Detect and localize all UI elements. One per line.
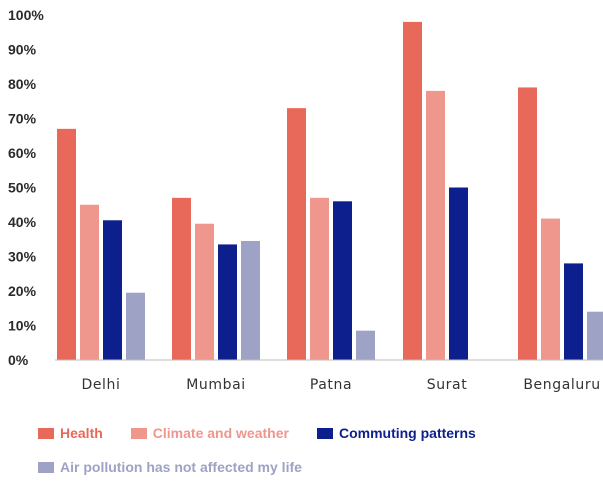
legend-swatch-commuting [316,427,333,439]
x-tick-label-surat: Surat [427,377,468,393]
bar-health-bengaluru [518,87,537,360]
legend-label-climate: Climate and weather [152,425,289,441]
bar-air-pollution-has-not-affected-my-life-delhi [126,292,145,360]
legend-swatch-not-affected [38,461,54,473]
bar-air-pollution-has-not-affected-my-life-mumbai [241,240,260,360]
x-tick-label-delhi: Delhi [81,377,120,393]
y-tick-label: 30% [8,249,37,265]
legend-swatch-health [38,427,54,439]
bar-health-delhi [57,128,76,360]
y-tick-label: 10% [8,318,37,334]
y-tick-label: 40% [8,214,37,230]
legend-item-commuting: Commuting patterns [316,425,476,441]
legend: Health Climate and weather Commuting pat… [38,424,598,492]
legend-label-commuting: Commuting patterns [338,425,476,441]
legend-item-not-affected: Air pollution has not affected my life [38,459,302,475]
y-tick-label: 100% [8,7,44,23]
bar-air-pollution-has-not-affected-my-life-bengaluru [587,311,603,360]
x-tick-label-mumbai: Mumbai [186,377,246,393]
bar-commuting-patterns-bengaluru [564,263,583,360]
bar-health-surat [403,21,422,361]
legend-item-health: Health [38,425,103,441]
y-tick-label: 20% [8,283,37,299]
legend-swatch-climate [130,427,147,439]
legend-row-1: Health Climate and weather Commuting pat… [38,424,598,442]
y-tick-label: 60% [8,145,37,161]
y-tick-label: 80% [8,76,37,92]
bar-commuting-patterns-patna [333,201,352,360]
bar-health-patna [287,108,306,361]
x-tick-label-bengaluru: Bengaluru [523,377,600,393]
bars [57,21,603,361]
y-tick-label: 50% [8,180,37,196]
y-tick-label: 90% [8,42,37,58]
x-axis: Delhi Mumbai Patna Surat Bengaluru [81,377,600,393]
bar-chart: 0% 10% 20% 30% 40% 50% 60% 70% 80% 90% 100% Delhi M… [8,7,603,393]
legend-label-health: Health [60,425,103,441]
y-tick-label: 0% [8,352,29,368]
bar-commuting-patterns-delhi [103,220,122,360]
legend-label-not-affected: Air pollution has not affected my life [60,459,302,475]
bar-climate-and-weather-patna [310,197,329,360]
bar-climate-and-weather-surat [426,90,445,361]
y-tick-label: 70% [8,111,37,127]
x-tick-label-patna: Patna [310,377,352,393]
legend-item-climate: Climate and weather [130,425,289,441]
bar-air-pollution-has-not-affected-my-life-patna [356,330,375,360]
bar-health-mumbai [172,197,191,360]
bar-climate-and-weather-mumbai [195,223,214,360]
bar-climate-and-weather-delhi [80,204,99,360]
bar-commuting-patterns-surat [449,187,468,360]
bar-climate-and-weather-bengaluru [541,218,560,360]
legend-row-2: Air pollution has not affected my life [38,458,598,476]
y-axis: 0% 10% 20% 30% 40% 50% 60% 70% 80% 90% 100% [8,7,44,368]
bar-commuting-patterns-mumbai [218,244,237,360]
